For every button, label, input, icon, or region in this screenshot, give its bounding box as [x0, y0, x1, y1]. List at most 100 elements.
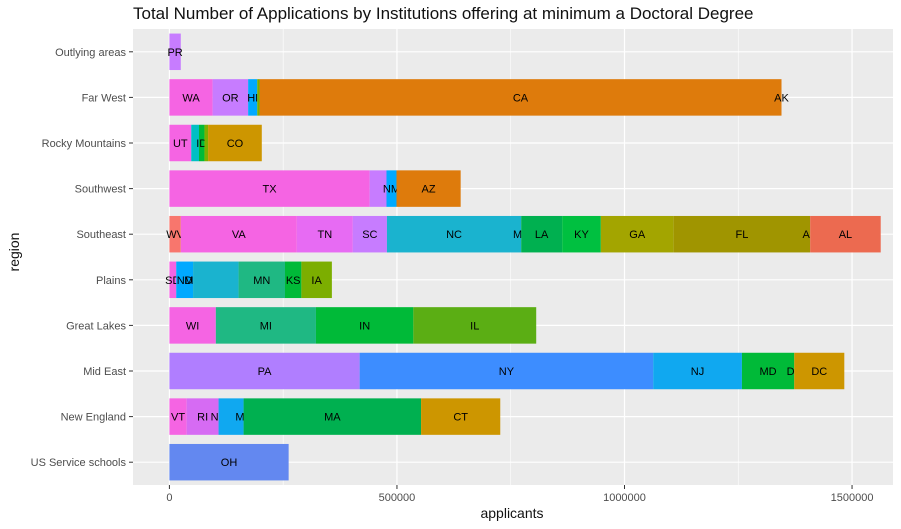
bar-segment — [521, 215, 563, 253]
x-tick-label: 1000000 — [603, 492, 646, 504]
bar-segment-label: AL — [839, 229, 852, 241]
bar-segment — [169, 352, 360, 390]
bar-segment-label: SC — [362, 229, 377, 241]
bar-segment — [191, 124, 199, 162]
bar-segment-label: NC — [446, 229, 462, 241]
bar-segment-label: NM — [383, 184, 400, 196]
bar-segment — [193, 261, 239, 299]
bar-segment-label: MI — [260, 320, 272, 332]
bar-segment-label: NJ — [691, 366, 704, 378]
bar-segment — [296, 215, 353, 253]
bar-segment — [204, 124, 209, 162]
x-tick-label: 0 — [166, 492, 172, 504]
bar-segment — [243, 398, 422, 435]
bar-segment — [386, 215, 522, 253]
bar-segment — [186, 398, 219, 435]
chart-title: Total Number of Applications by Institut… — [133, 4, 754, 23]
bar-segment-label: TN — [317, 229, 332, 241]
bar-segment-label: IA — [311, 275, 322, 287]
bar-segment — [169, 398, 187, 435]
y-tick-label: Great Lakes — [66, 320, 126, 332]
x-tick-label: 1500000 — [831, 492, 874, 504]
bar-segment — [238, 261, 285, 299]
y-tick-label: Southwest — [75, 184, 126, 196]
bar-segment — [421, 398, 501, 435]
bar-segment — [169, 215, 181, 253]
y-tick-label: Far West — [82, 92, 126, 104]
bar-segment — [169, 261, 177, 299]
y-tick-label: Plains — [96, 275, 126, 287]
bar-segment-label: MD — [760, 366, 777, 378]
bar-segment — [315, 307, 414, 344]
bar-segment-label: CT — [453, 412, 468, 424]
bar-segment — [386, 170, 397, 207]
bar-segment-label: VT — [171, 412, 185, 424]
bar-segment-label: IN — [359, 320, 370, 332]
bar-segment — [169, 33, 181, 71]
bar-segment-label: WV — [166, 229, 184, 241]
bar-segment-label: KS — [286, 275, 301, 287]
bar-segment-label: WA — [182, 92, 200, 104]
bar-segment — [198, 124, 205, 162]
bar-segment-label: OR — [222, 92, 239, 104]
bar-segment — [369, 170, 387, 207]
bar-segment — [215, 307, 316, 344]
bar-segment-label: DC — [811, 366, 827, 378]
bar-segment — [562, 215, 601, 253]
y-axis-title: region — [6, 232, 22, 272]
bar-segment — [169, 443, 289, 481]
bar-segment — [301, 261, 332, 299]
bar-segment — [169, 124, 192, 162]
bar-segment-label: GA — [629, 229, 646, 241]
bar-segment — [810, 215, 881, 253]
bar-segment-label: PA — [258, 366, 273, 378]
y-tick-label: Outlying areas — [55, 47, 126, 59]
bar-segment-label: KY — [574, 229, 589, 241]
bar-segment-label: FL — [735, 229, 748, 241]
bar-segment-label: MA — [324, 412, 341, 424]
bar-segment-label: CO — [227, 138, 244, 150]
bar-segment-label: ND — [177, 275, 193, 287]
bar-segment — [285, 261, 302, 299]
bar-segment-label: CA — [513, 92, 529, 104]
bar-segment-label: MN — [253, 275, 270, 287]
bar-segment — [176, 261, 194, 299]
bar-segment — [653, 352, 742, 390]
bar-segment — [169, 170, 370, 207]
bar-segment-label: VA — [232, 229, 247, 241]
bar-segment — [259, 79, 782, 116]
bar-segment-label: AZ — [422, 184, 436, 196]
bar-segment — [169, 79, 213, 116]
bar-segment — [396, 170, 461, 207]
bar-segment-label: ID — [196, 138, 207, 150]
bar-segment-label: IL — [470, 320, 479, 332]
bar-segment-label: TX — [262, 184, 277, 196]
bar-segment-label: UT — [173, 138, 188, 150]
bar-segment — [248, 79, 258, 116]
bar-segment-label: AK — [774, 92, 789, 104]
bar-segment-label: LA — [535, 229, 549, 241]
bar-segment — [212, 79, 249, 116]
bar-segment-label: RI — [197, 412, 208, 424]
bar-segment — [794, 352, 845, 390]
x-axis-title: applicants — [480, 505, 544, 521]
bar-segment — [169, 307, 216, 344]
bar-segment — [352, 215, 387, 253]
y-tick-label: Southeast — [76, 229, 126, 241]
bar-segment — [257, 79, 260, 116]
x-tick-label: 500000 — [379, 492, 416, 504]
y-tick-label: New England — [61, 412, 126, 424]
bar-segment — [218, 398, 244, 435]
bar-segment — [359, 352, 654, 390]
bar-segment-label: OH — [221, 457, 238, 469]
bar-segment — [208, 124, 262, 162]
bar-segment — [413, 307, 537, 344]
bar-segment-label: HI — [247, 92, 258, 104]
bar-segment — [600, 215, 674, 253]
bar-segment — [673, 215, 811, 253]
y-tick-label: Rocky Mountains — [42, 138, 127, 150]
bar-segment — [180, 215, 297, 253]
bar-segment-label: NY — [499, 366, 515, 378]
